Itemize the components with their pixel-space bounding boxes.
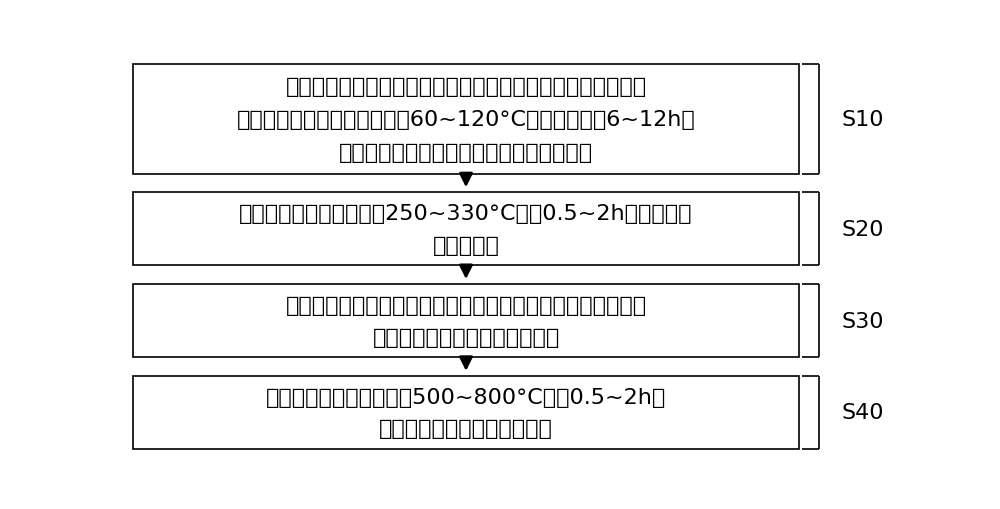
Text: S30: S30 bbox=[842, 311, 884, 331]
Text: 将所述单层水滑石加热至500~800°C焙烧0.5~2h，: 将所述单层水滑石加热至500~800°C焙烧0.5~2h， bbox=[266, 387, 666, 407]
Bar bbox=[133, 285, 799, 357]
Bar bbox=[133, 193, 799, 266]
Text: S20: S20 bbox=[842, 219, 884, 239]
Bar bbox=[133, 65, 799, 174]
Text: S40: S40 bbox=[842, 403, 884, 422]
Text: 其中的固体物质，得单层水滑石: 其中的固体物质，得单层水滑石 bbox=[372, 327, 560, 347]
Text: 然后分离出其中的固体产物，得插层水滑石: 然后分离出其中的固体产物，得插层水滑石 bbox=[339, 143, 593, 163]
Text: 混合形成混合溶液后，加热至60~120°C进行水热反应6~12h，: 混合形成混合溶液后，加热至60~120°C进行水热反应6~12h， bbox=[237, 109, 695, 130]
Text: 将钴盐溶液、铝盐溶液、六次甲基四胺溶液和富氮化合物溶液: 将钴盐溶液、铝盐溶液、六次甲基四胺溶液和富氮化合物溶液 bbox=[285, 76, 647, 97]
Text: 多层水滑石: 多层水滑石 bbox=[433, 235, 499, 255]
Text: S10: S10 bbox=[842, 109, 884, 130]
Text: 将所述插层水滑石加热至250~330°C焙烧0.5~2h，冷却得到: 将所述插层水滑石加热至250~330°C焙烧0.5~2h，冷却得到 bbox=[239, 204, 693, 223]
Bar bbox=[133, 376, 799, 449]
Text: 将所述多层水滑石置于有机溶剂中进行超声处理，然后分离出: 将所述多层水滑石置于有机溶剂中进行超声处理，然后分离出 bbox=[285, 295, 647, 315]
Text: 冷却得到二维钴铝复合氧化物: 冷却得到二维钴铝复合氧化物 bbox=[379, 418, 553, 438]
